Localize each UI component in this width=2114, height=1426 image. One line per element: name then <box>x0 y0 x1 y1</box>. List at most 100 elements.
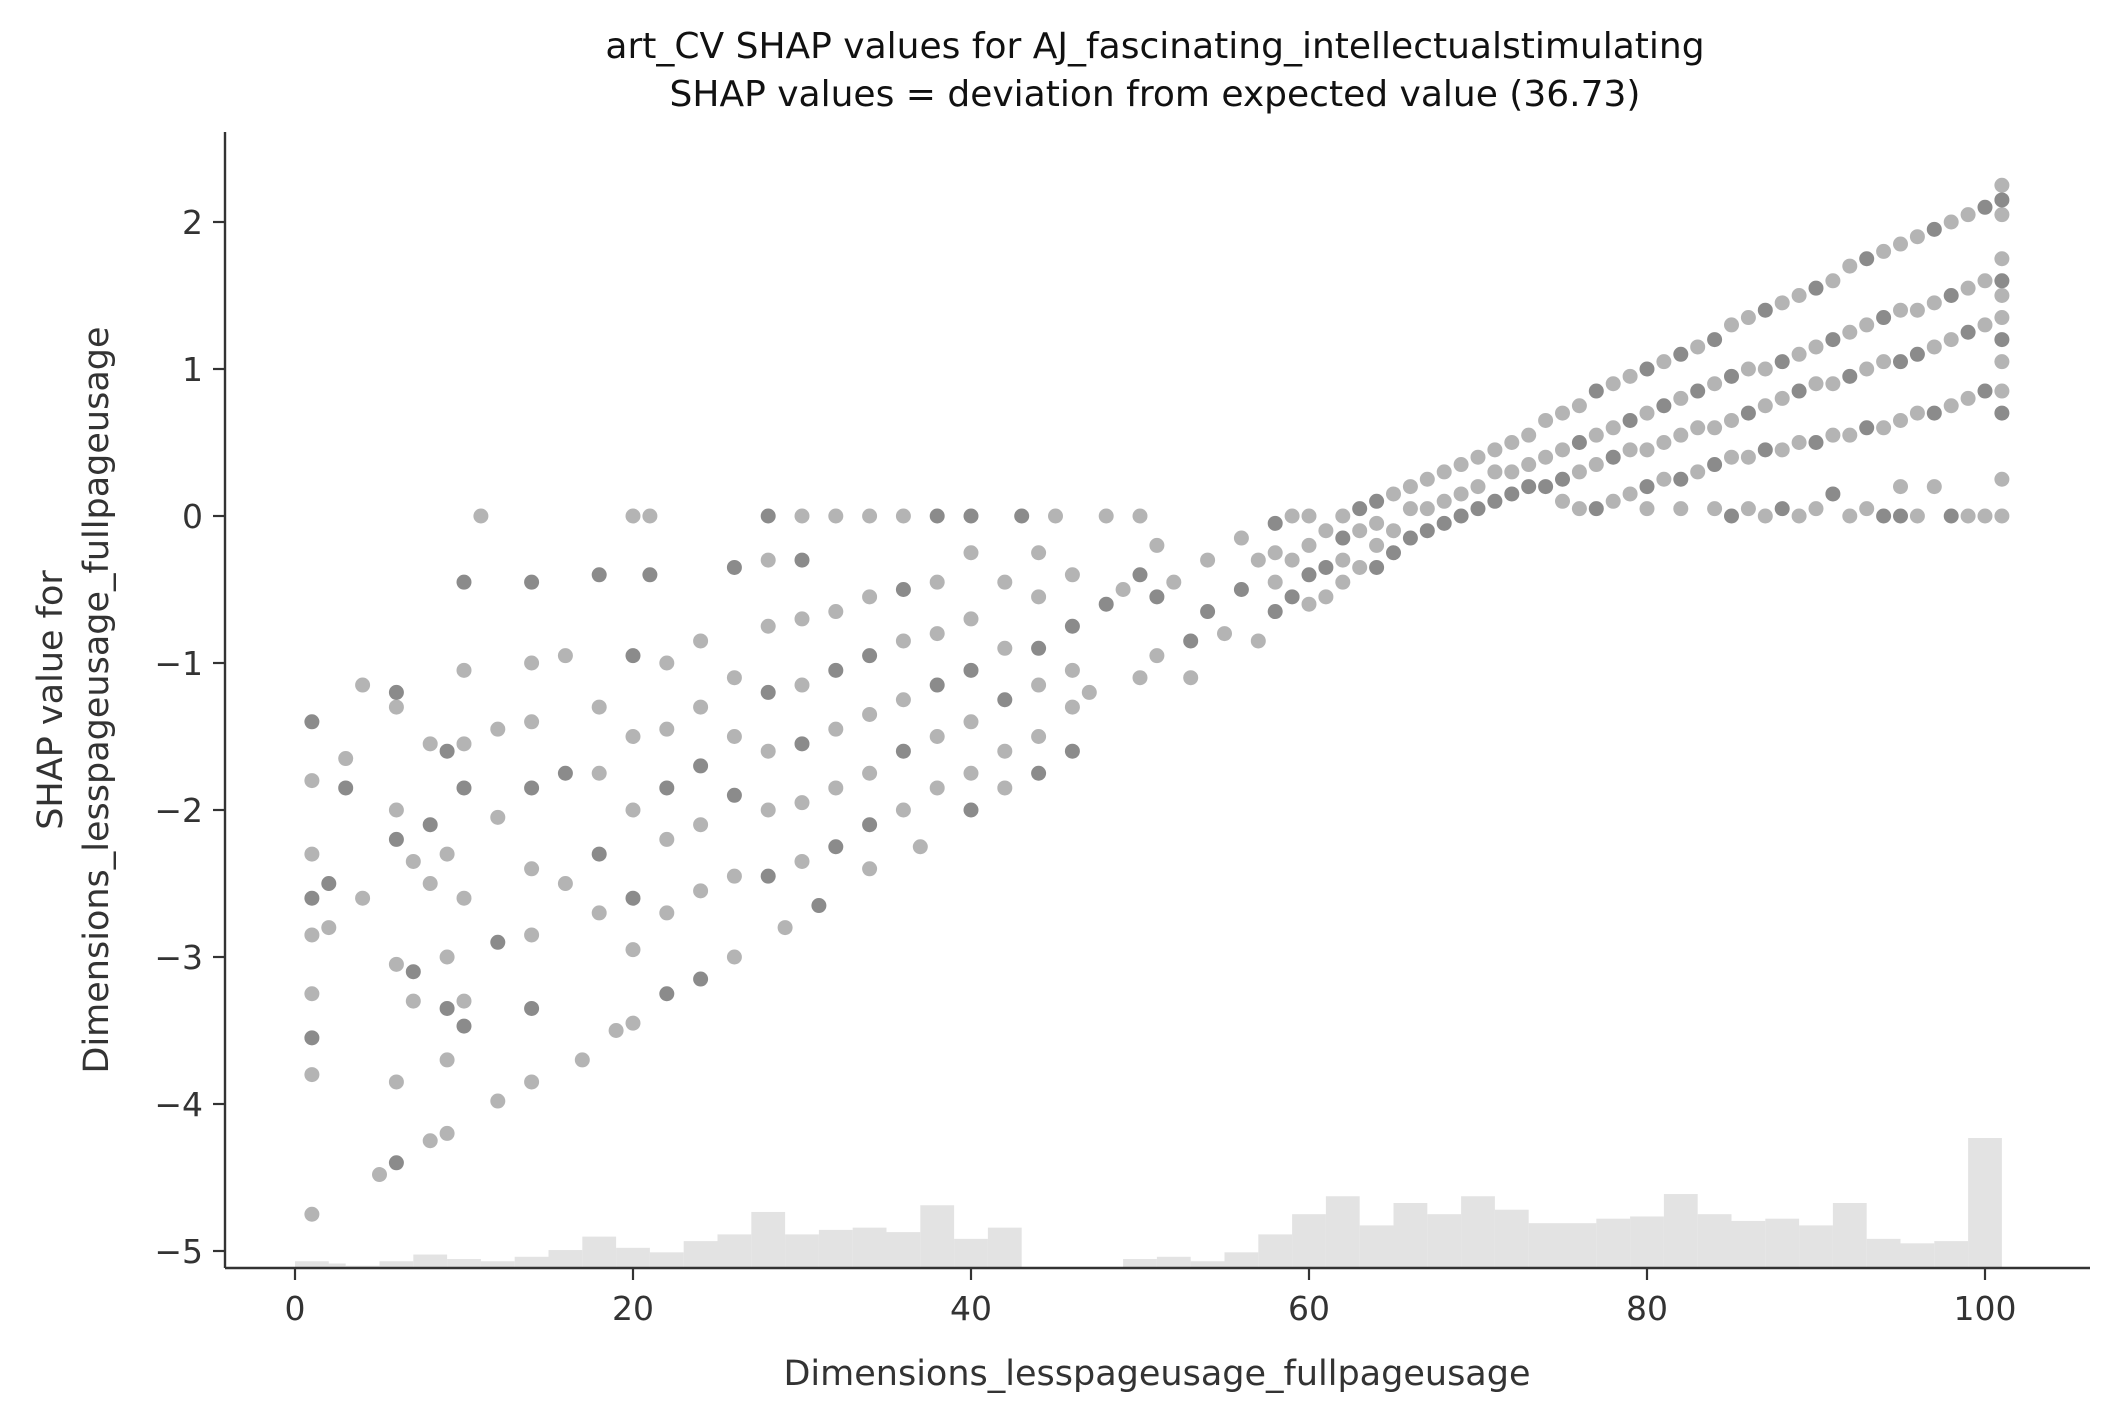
scatter-point <box>862 589 878 605</box>
scatter-point <box>1504 435 1520 450</box>
scatter-point <box>1588 383 1604 399</box>
histogram <box>295 1138 2002 1268</box>
scatter-point <box>625 942 641 958</box>
scatter-point <box>963 508 979 524</box>
scatter-point <box>1825 273 1841 289</box>
scatter-point <box>304 986 320 1002</box>
scatter-point <box>1808 376 1824 392</box>
scatter-point <box>862 861 878 877</box>
histogram-bar <box>818 1229 853 1268</box>
scatter-point <box>895 692 911 708</box>
scatter-point <box>794 508 810 524</box>
scatter-point <box>1132 670 1148 686</box>
scatter-point <box>963 662 979 678</box>
histogram-bar <box>1528 1223 1563 1268</box>
scatter-point <box>1605 449 1621 465</box>
scatter-point <box>1724 368 1739 384</box>
scatter-point <box>1436 464 1452 480</box>
scatter-point <box>1318 559 1334 575</box>
scatter-point <box>1402 479 1418 495</box>
scatter-point <box>422 1133 438 1149</box>
scatter-point <box>1994 192 2010 208</box>
scatter-point <box>1284 589 1300 605</box>
scatter-point <box>1740 361 1756 377</box>
scatter-point <box>1690 339 1706 355</box>
scatter-point <box>1926 339 1942 355</box>
scatter-point <box>355 890 371 906</box>
scatter-point <box>1707 332 1723 348</box>
scatter-point <box>388 802 404 818</box>
scatter-point <box>1825 376 1841 392</box>
scatter-point <box>1352 501 1368 517</box>
y-tick-label: 0 <box>182 497 203 536</box>
scatter-point <box>1031 589 1047 605</box>
scatter-point <box>439 743 455 759</box>
scatter-point <box>1960 508 1976 524</box>
scatter-point <box>490 934 506 950</box>
scatter-point <box>1876 508 1892 524</box>
scatter-point <box>1081 684 1097 700</box>
histogram-bar <box>683 1241 718 1268</box>
scatter-point <box>1369 559 1385 575</box>
scatter-point <box>1707 501 1723 517</box>
histogram-bar <box>413 1254 448 1268</box>
scatter-point <box>422 736 438 752</box>
scatter-point <box>304 773 320 789</box>
y-tick-label: −5 <box>154 1232 203 1271</box>
scatter-point <box>1893 302 1908 318</box>
scatter-point <box>1453 508 1469 524</box>
scatter-point <box>439 949 455 965</box>
scatter-point <box>1909 302 1925 318</box>
scatter-point <box>1960 324 1976 340</box>
scatter-point <box>1774 295 1790 311</box>
scatter-point <box>422 817 438 833</box>
scatter-point <box>1064 743 1080 759</box>
histogram-bar <box>1461 1196 1495 1268</box>
scatter-point <box>828 508 844 524</box>
scatter-point <box>1808 435 1824 450</box>
scatter-point <box>473 508 489 524</box>
scatter-point <box>456 662 472 678</box>
scatter-point <box>1166 574 1182 590</box>
scatter-point <box>1994 471 2010 487</box>
x-tick-label: 0 <box>285 1289 306 1328</box>
scatter-point <box>625 1015 641 1031</box>
scatter-point <box>659 831 675 847</box>
scatter-point <box>1673 346 1689 362</box>
scatter-point <box>1571 501 1587 517</box>
scatter-point <box>929 508 945 524</box>
scatter-point <box>1487 493 1503 509</box>
scatter-point <box>1740 449 1756 465</box>
scatter-point <box>997 640 1013 656</box>
scatter-point <box>1893 508 1908 524</box>
scatter-point <box>1335 552 1351 568</box>
scatter-point <box>1555 471 1570 487</box>
scatter-point <box>1909 346 1925 362</box>
scatter-point <box>1994 383 2010 399</box>
scatter-point <box>1352 559 1368 575</box>
histogram-bar <box>649 1252 684 1268</box>
scatter-point <box>963 611 979 627</box>
scatter-point <box>929 780 945 796</box>
scatter-point <box>760 743 776 759</box>
scatter-point <box>659 721 675 737</box>
histogram-bar <box>1325 1196 1360 1268</box>
scatter-point <box>1943 508 1959 524</box>
scatter-point <box>1284 508 1300 524</box>
scatter-point <box>1707 420 1723 436</box>
scatter-point <box>1656 435 1672 450</box>
scatter-point <box>388 1074 404 1090</box>
scatter-point <box>388 831 404 847</box>
scatter-point <box>1571 464 1587 480</box>
scatter-point <box>524 780 540 796</box>
scatter-point <box>1994 405 2010 421</box>
scatter-point <box>1538 412 1554 428</box>
scatter-point <box>1622 368 1638 384</box>
scatter-point <box>794 853 810 869</box>
scatter-point <box>1284 552 1300 568</box>
scatter-point <box>1301 537 1317 553</box>
scatter-point <box>1893 479 1908 495</box>
scatter-point <box>524 1000 540 1016</box>
